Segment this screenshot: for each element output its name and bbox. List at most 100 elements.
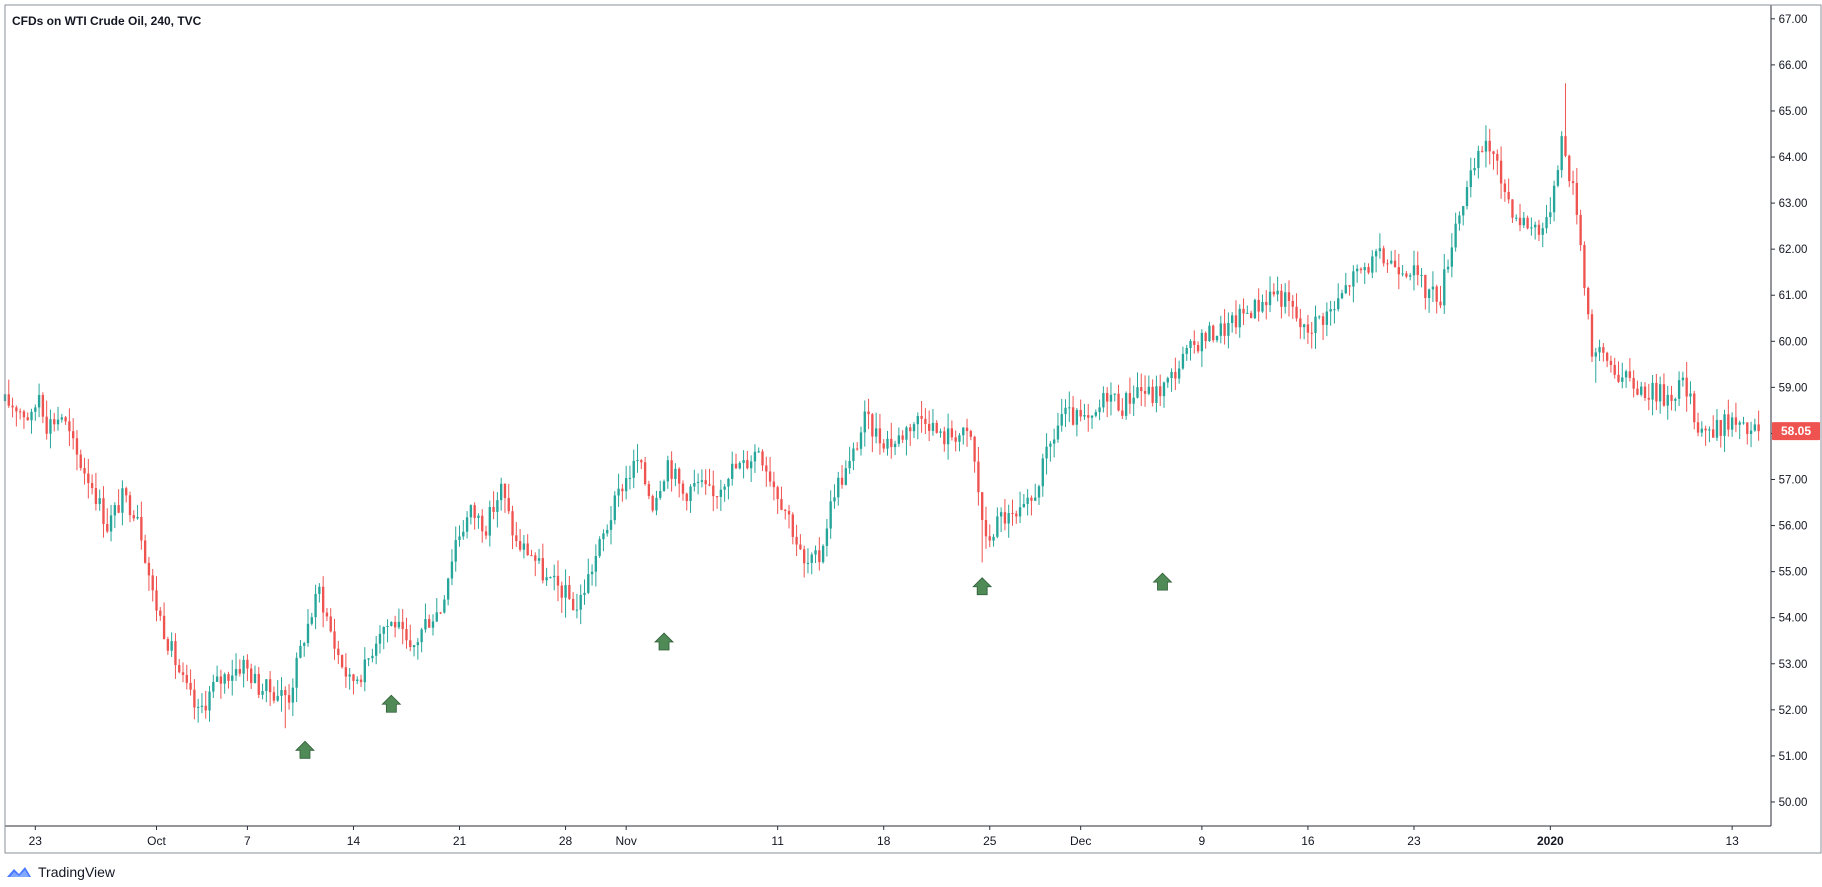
candle-body — [1518, 217, 1522, 226]
candle — [1022, 494, 1026, 508]
candle-body — [1696, 422, 1700, 433]
candle — [594, 544, 598, 587]
time-tick-label: 25 — [983, 834, 997, 848]
candle — [996, 507, 999, 539]
candle-body — [231, 675, 234, 681]
candle — [1030, 495, 1033, 516]
candle-body — [761, 451, 764, 466]
candle-body — [261, 691, 264, 695]
candle — [731, 451, 734, 486]
candle-body — [18, 411, 22, 413]
candle — [1181, 346, 1185, 370]
candle — [1605, 351, 1609, 368]
candle-body — [424, 619, 427, 630]
candle — [72, 418, 75, 450]
candle — [1647, 383, 1650, 411]
up-arrow-marker-icon[interactable] — [972, 577, 993, 596]
candle — [193, 679, 196, 720]
candle-body — [768, 471, 772, 482]
candle — [280, 677, 283, 712]
candle-body — [170, 641, 173, 651]
candle — [534, 552, 537, 577]
candle — [1541, 222, 1544, 248]
candle — [382, 626, 385, 650]
candle-body — [545, 577, 548, 581]
candle — [155, 576, 158, 622]
candle-body — [1318, 316, 1321, 318]
candle-body — [446, 578, 450, 600]
candle — [1265, 290, 1268, 320]
candle — [659, 480, 662, 500]
tradingview-logo-icon[interactable] — [6, 865, 32, 879]
candle — [261, 683, 264, 700]
candle-body — [1401, 273, 1404, 275]
up-arrow-marker-icon[interactable] — [1152, 572, 1173, 591]
candle — [1488, 128, 1491, 165]
candle-body — [696, 481, 700, 484]
up-arrow-marker-icon[interactable] — [654, 632, 674, 651]
candle-body — [1314, 316, 1317, 333]
candle — [818, 537, 821, 571]
candle-body — [1658, 384, 1662, 402]
candle-body — [87, 473, 90, 484]
price-tick-label: 66.00 — [1779, 60, 1808, 72]
candle-body — [897, 435, 901, 444]
candle — [1473, 157, 1476, 176]
candle-body — [1098, 407, 1101, 413]
candle — [253, 665, 257, 684]
candle — [1401, 265, 1404, 277]
candle — [1106, 387, 1109, 418]
up-arrow-marker-icon[interactable] — [295, 740, 315, 759]
candle — [1261, 294, 1264, 313]
candle — [1734, 402, 1738, 433]
candle-body — [935, 422, 938, 433]
candle — [1727, 399, 1730, 437]
candle-body — [1094, 412, 1097, 416]
time-tick-label: 13 — [1725, 834, 1739, 848]
candle-body — [1378, 248, 1382, 252]
candle-body — [1041, 458, 1044, 487]
tradingview-brand[interactable]: TradingView — [38, 864, 116, 880]
candle — [1742, 416, 1745, 425]
candle — [1515, 214, 1518, 222]
candle-body — [1284, 292, 1287, 307]
candle-body — [1064, 407, 1067, 415]
up-arrow-marker-icon[interactable] — [381, 694, 402, 713]
time-axis[interactable]: 23 Oct 7 14 21 28 Nov 11 18 25 Dec 9 16 23 2020 13 — [29, 826, 1739, 848]
candle — [98, 489, 101, 511]
candle-body — [1454, 223, 1457, 248]
candle-body — [79, 454, 82, 469]
candle — [386, 619, 389, 643]
candle-body — [435, 612, 438, 622]
last-price-badge — [1772, 422, 1820, 441]
candle — [428, 614, 431, 628]
candle — [1117, 384, 1120, 412]
candle-body — [556, 575, 560, 586]
candle-body — [621, 488, 624, 492]
candle-body — [477, 515, 480, 518]
candle — [41, 392, 45, 424]
candle-body — [1583, 245, 1586, 288]
candle — [1034, 483, 1037, 502]
candle — [412, 644, 416, 657]
candle-body — [1302, 324, 1306, 328]
candle-body — [473, 505, 476, 518]
candle — [250, 663, 253, 689]
candle-body — [155, 590, 158, 611]
candle-body — [151, 575, 154, 591]
candle-body — [1617, 374, 1620, 382]
candle-body — [469, 505, 473, 518]
candle — [113, 502, 117, 528]
candle — [1026, 489, 1029, 516]
candle — [681, 480, 685, 501]
candle — [318, 583, 321, 603]
candle-body — [890, 438, 893, 448]
price-tick-label: 55.00 — [1779, 567, 1808, 579]
candle-body — [636, 460, 639, 462]
candle-body — [1181, 353, 1185, 369]
candle-body — [11, 405, 14, 408]
candle-body — [1488, 140, 1491, 152]
candle — [1151, 379, 1154, 407]
candle — [1177, 360, 1181, 384]
